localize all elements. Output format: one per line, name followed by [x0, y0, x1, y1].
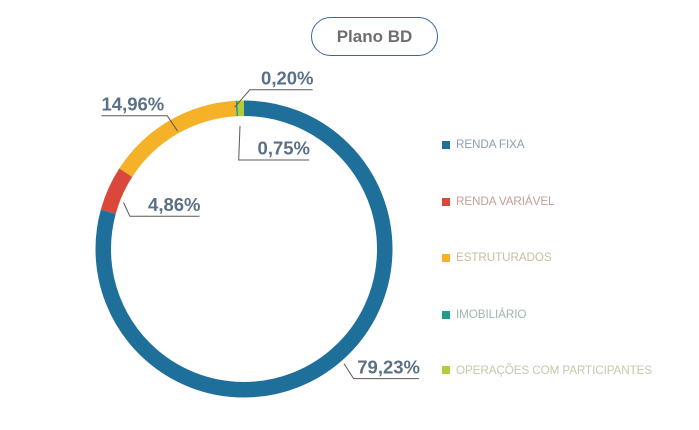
svg-text:79,23%: 79,23% [357, 357, 420, 378]
svg-text:14,96%: 14,96% [102, 94, 165, 115]
svg-text:0,75%: 0,75% [258, 138, 310, 159]
svg-text:0,20%: 0,20% [261, 68, 313, 89]
svg-text:4,86%: 4,86% [148, 194, 200, 215]
